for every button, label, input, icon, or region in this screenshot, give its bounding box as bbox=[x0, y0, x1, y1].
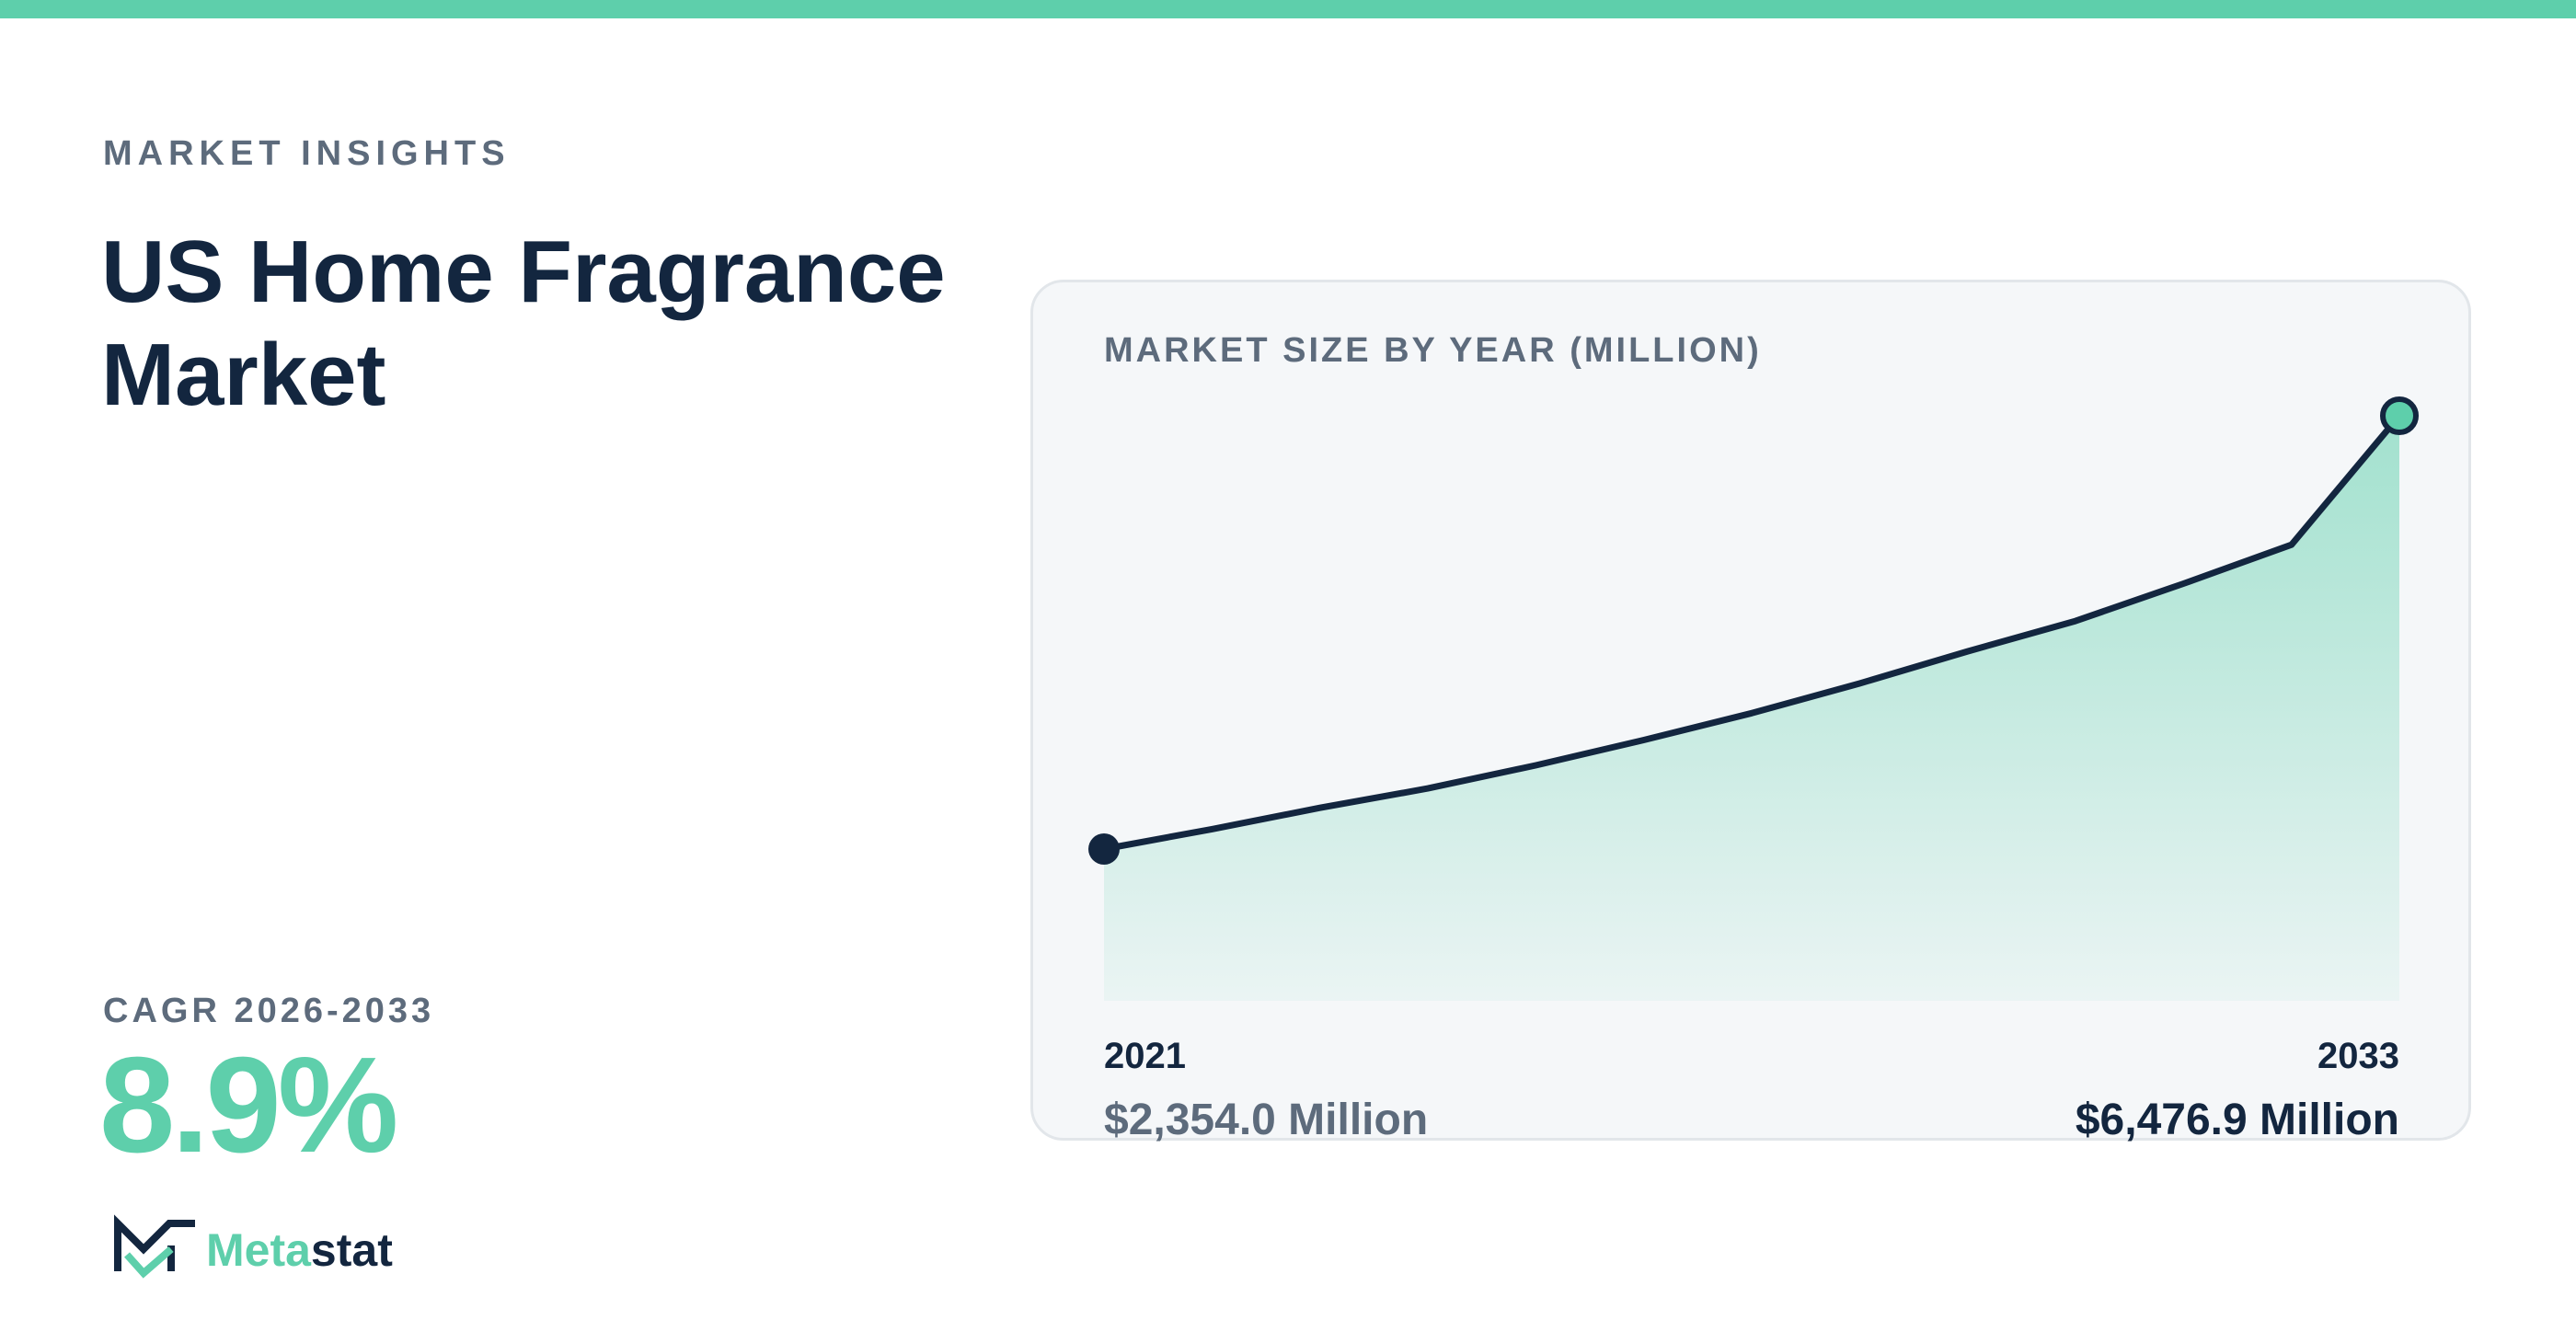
start-value-label: $2,354.0 Million bbox=[1104, 1096, 1429, 1144]
page-title: US Home Fragrance Market bbox=[101, 223, 946, 424]
top-accent-bar bbox=[0, 0, 2576, 18]
metastat-m-logo-icon bbox=[114, 1214, 195, 1279]
cagr-label: CAGR 2026-2033 bbox=[103, 992, 435, 1030]
start-point bbox=[1088, 833, 1120, 865]
area-fill bbox=[1104, 416, 2399, 1001]
logo-text-meta: Meta bbox=[206, 1224, 312, 1276]
svg-text:Metastat: Metastat bbox=[206, 1224, 393, 1276]
end-point bbox=[2380, 396, 2419, 435]
cagr-value: 8.9% bbox=[99, 1029, 398, 1181]
chart-title: MARKET SIZE BY YEAR (MILLION) bbox=[1104, 331, 1762, 370]
series-line bbox=[1100, 412, 2403, 853]
end-value-label: $6,476.9 Million bbox=[2075, 1096, 2399, 1144]
section-kicker: MARKET INSIGHTS bbox=[103, 134, 511, 173]
end-year-label: 2033 bbox=[2317, 1036, 2399, 1076]
metastat-logo: Metastat bbox=[114, 1214, 393, 1279]
logo-text-stat: stat bbox=[311, 1224, 393, 1276]
start-year-label: 2021 bbox=[1104, 1036, 1186, 1076]
